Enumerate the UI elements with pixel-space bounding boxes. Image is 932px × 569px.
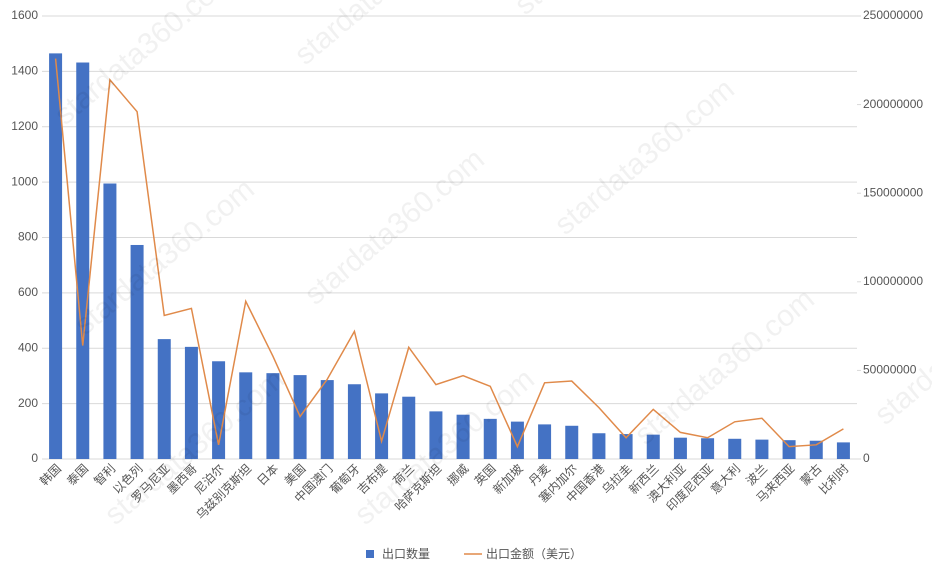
bar xyxy=(673,437,687,459)
bar xyxy=(809,440,823,459)
bar xyxy=(456,414,470,459)
bar xyxy=(728,438,742,459)
bar xyxy=(538,424,552,459)
bar xyxy=(76,62,90,459)
bar xyxy=(347,384,361,459)
x-tick-label: 挪威 xyxy=(445,461,472,488)
watermark: stardata360.com xyxy=(288,0,480,71)
bar xyxy=(375,393,389,459)
y-tick-label: 600 xyxy=(18,285,38,299)
bar xyxy=(429,411,443,459)
y-tick-label: 1200 xyxy=(11,119,38,133)
y-tick-label: 1000 xyxy=(11,174,38,188)
y2-tick-label: 0 xyxy=(863,451,870,465)
x-tick-label: 韩国 xyxy=(36,461,64,489)
y2-tick-label: 100000000 xyxy=(863,274,923,288)
y2-tick-label: 150000000 xyxy=(863,185,923,199)
watermark: stardata360.com xyxy=(548,73,740,242)
bar xyxy=(266,373,280,459)
bar xyxy=(646,434,660,459)
bar xyxy=(157,339,171,459)
bar xyxy=(49,53,63,460)
bar xyxy=(212,361,226,459)
y-tick-label: 1400 xyxy=(11,64,38,78)
bar xyxy=(483,418,497,459)
y-tick-label: 1600 xyxy=(11,8,38,22)
y-tick-label: 0 xyxy=(31,451,38,465)
legend-label: 出口金额（美元） xyxy=(486,546,582,561)
legend-swatch xyxy=(366,550,374,558)
y2-tick-label: 250000000 xyxy=(863,8,923,22)
bar xyxy=(755,439,769,459)
x-tick-label: 比利时 xyxy=(816,461,851,496)
x-tick-label: 意大利 xyxy=(707,461,743,497)
bar xyxy=(592,433,606,459)
bar xyxy=(239,372,253,459)
bar xyxy=(836,442,850,459)
watermark: stardata360.com xyxy=(298,143,490,312)
y2-tick-label: 50000000 xyxy=(863,363,917,377)
x-tick-label: 乌拉圭 xyxy=(598,461,634,497)
line xyxy=(54,58,844,449)
bar xyxy=(184,346,198,459)
y-tick-label: 800 xyxy=(18,230,38,244)
bar xyxy=(103,183,117,459)
watermark: stardata360.com xyxy=(508,0,700,21)
bar xyxy=(402,396,416,459)
bar xyxy=(320,380,334,459)
x-tick-label: 葡萄牙 xyxy=(327,461,362,496)
y-tick-label: 400 xyxy=(18,340,38,354)
x-tick-label: 日本 xyxy=(254,461,281,488)
x-tick-label: 泰国 xyxy=(64,461,91,488)
bar xyxy=(510,421,524,459)
bar xyxy=(565,425,579,459)
y-tick-label: 200 xyxy=(18,396,38,410)
bar xyxy=(782,440,796,459)
legend-label: 出口数量 xyxy=(382,546,430,561)
x-tick-label: 新加坡 xyxy=(490,461,526,497)
watermark: stardata360.com xyxy=(628,283,820,452)
bar xyxy=(701,438,715,459)
y2-tick-label: 200000000 xyxy=(863,97,923,111)
bar xyxy=(130,244,144,459)
bar xyxy=(619,434,633,459)
